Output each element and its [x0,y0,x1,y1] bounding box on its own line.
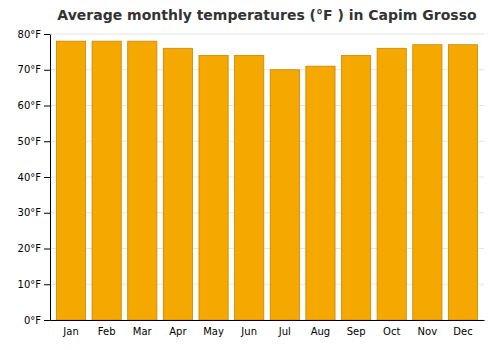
y-tick-mark [44,141,50,142]
x-tick-label: Sep [347,326,366,337]
y-tick: 70°F [18,64,50,75]
x-axis: Jan Feb Mar Apr May Jun Jul Aug Sep Oct Nov Dec [51,321,485,338]
x-tick: May [203,326,224,337]
y-tick-label: 0°F [24,315,41,326]
bar [92,41,121,320]
y-axis: 0°F 10°F 20°F 30°F 40°F 50°F 60°F 70°F 80°F [18,29,51,326]
x-tick: Nov [418,326,438,337]
x-tick: Jun [240,326,257,337]
bar [341,55,370,320]
y-tick-mark [44,34,50,35]
y-axis-line [50,35,51,321]
y-tick: 20°F [18,243,50,254]
x-tick: Mar [133,326,153,337]
title: Average monthly temperatures (°F ) in Ca… [57,7,477,23]
x-axis-line [51,320,485,321]
y-tick-label: 30°F [18,207,42,218]
y-tick-label: 70°F [18,64,42,75]
y-tick-mark [44,70,50,71]
x-tick-label: May [203,326,224,337]
y-tick-mark [44,320,50,321]
y-tick-mark [44,106,50,107]
bar [128,41,157,320]
bar [413,45,442,320]
y-tick-mark [44,213,50,214]
x-tick-label: Jul [278,326,291,337]
y-tick-label: 10°F [18,279,42,290]
y-tick: 30°F [18,207,50,218]
y-tick-label: 60°F [18,100,42,111]
y-tick-label: 50°F [18,136,42,147]
y-tick: 10°F [18,279,50,290]
chart-container: 0°F 10°F 20°F 30°F 40°F 50°F 60°F 70°F 80°F Jan Fe… [0,0,500,350]
y-tick-label: 40°F [18,172,42,183]
y-tick: 60°F [18,100,50,111]
bar [163,48,192,320]
bar [306,66,335,320]
x-tick: Jan [62,326,78,337]
y-tick: 0°F [24,315,50,326]
y-tick-label: 20°F [18,243,42,254]
x-tick-label: Nov [418,326,438,337]
x-tick: Sep [347,326,366,337]
y-tick-mark [44,177,50,178]
x-tick: Oct [383,326,400,337]
y-tick: 50°F [18,136,50,147]
x-tick-label: Apr [169,326,187,337]
bar [377,48,406,320]
bar [235,55,264,320]
chart: 0°F 10°F 20°F 30°F 40°F 50°F 60°F 70°F 80°F Jan Fe… [0,0,500,350]
x-tick-label: Mar [133,326,153,337]
y-tick: 80°F [18,29,50,40]
bars [56,41,477,320]
y-tick-mark [44,249,50,250]
y-tick: 40°F [18,172,50,183]
x-tick-label: Dec [453,326,472,337]
x-tick: Feb [98,326,116,337]
bar [448,45,477,320]
x-tick: Jul [278,326,291,337]
x-tick-label: Feb [98,326,116,337]
grid [50,34,484,320]
x-tick: Dec [453,326,472,337]
grid-line [50,34,484,35]
x-tick-label: Aug [311,326,331,337]
x-tick: Aug [311,326,331,337]
bar [199,55,228,320]
x-tick-label: Oct [383,326,400,337]
bar [270,70,299,320]
x-tick-label: Jun [240,326,257,337]
x-tick-label: Jan [62,326,78,337]
y-tick-mark [44,284,50,285]
bar [56,41,85,320]
x-tick: Apr [169,326,187,337]
y-tick-label: 80°F [18,29,42,40]
